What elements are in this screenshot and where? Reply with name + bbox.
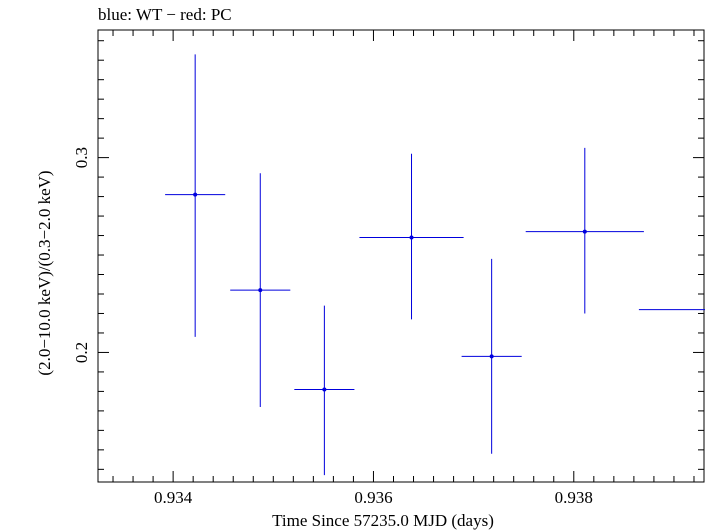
data-marker — [258, 288, 263, 293]
chart-title: blue: WT − red: PC — [98, 5, 232, 24]
y-axis-label: (2.0−10.0 keV)/(0.3−2.0 keV) — [35, 170, 54, 375]
x-tick-label: 0.938 — [555, 488, 593, 507]
data-marker — [582, 229, 587, 234]
data-layer — [165, 54, 705, 476]
data-point — [359, 153, 464, 320]
data-point — [638, 309, 705, 311]
data-point — [294, 305, 355, 476]
data-point — [165, 54, 226, 337]
data-marker — [409, 235, 414, 240]
x-tick-label: 0.936 — [354, 488, 392, 507]
x-tick-label: 0.934 — [154, 488, 193, 507]
x-axis-label: Time Since 57235.0 MJD (days) — [272, 511, 494, 530]
data-marker — [489, 354, 494, 359]
plot-frame — [97, 29, 705, 483]
data-point — [461, 258, 522, 454]
data-point — [230, 173, 291, 407]
data-marker — [322, 387, 327, 392]
y-tick-label: 0.2 — [72, 342, 91, 363]
y-tick-label: 0.3 — [72, 147, 91, 168]
data-point — [525, 147, 644, 314]
data-marker — [193, 192, 198, 197]
